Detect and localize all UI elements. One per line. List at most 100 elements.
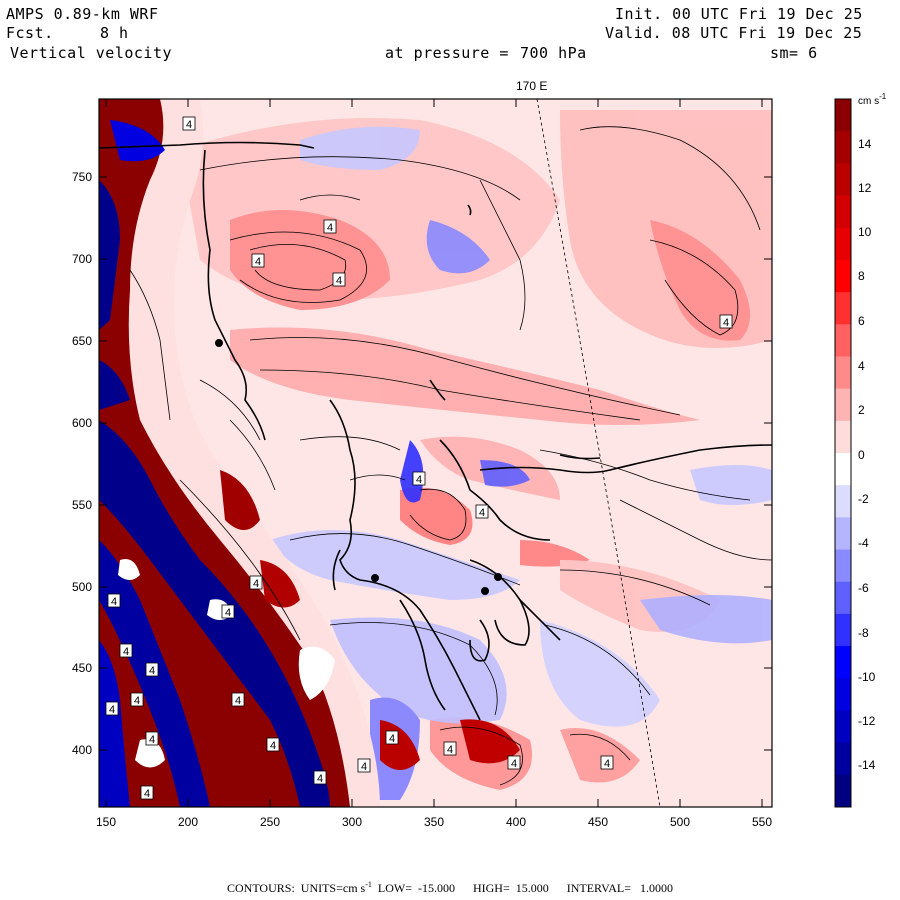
contour-label: 4	[313, 770, 327, 785]
svg-text:4: 4	[253, 578, 259, 590]
svg-text:4: 4	[361, 761, 367, 773]
contours-footer: CONTOURS: UNITS=cm s-1 LOW= -15.000 HIGH…	[226, 880, 673, 895]
colorbar-label: 6	[858, 314, 865, 328]
contour-label: 4	[130, 692, 144, 707]
contour-label: 4	[357, 758, 371, 773]
contour-label: 4	[266, 737, 280, 752]
colorbar-segment	[835, 549, 851, 583]
x-tick-label: 200	[178, 815, 198, 829]
pressure-value: 700 hPa	[520, 44, 587, 62]
svg-text:4: 4	[144, 788, 150, 800]
y-tick-label: 650	[72, 334, 92, 348]
x-tick-label: 450	[588, 815, 608, 829]
colorbar-label: -10	[858, 670, 876, 684]
valid-time: Valid. 08 UTC Fri 19 Dec 25	[605, 24, 863, 42]
svg-text:4: 4	[723, 317, 729, 329]
svg-text:4: 4	[270, 740, 276, 752]
colorbar-segment	[835, 131, 851, 164]
svg-text:4: 4	[109, 704, 115, 716]
y-tick-label: 700	[72, 252, 92, 266]
colorbar-units: cm s-1	[858, 92, 887, 107]
colorbar-segment	[835, 742, 851, 776]
colorbar-label: -6	[858, 581, 869, 595]
colorbar-label: 0	[858, 448, 865, 462]
colorbar-segment	[835, 292, 851, 325]
contour-label: 4	[119, 643, 133, 658]
svg-text:4: 4	[225, 607, 231, 619]
contour-label: 4	[475, 504, 489, 519]
x-axis-labels: 150 200 250 300 350 400 450 500 550	[96, 815, 772, 829]
colorbar-segment	[835, 227, 851, 261]
y-tick-label: 600	[72, 416, 92, 430]
meridian-label: 170 E	[516, 79, 548, 93]
y-tick-label: 500	[72, 580, 92, 594]
svg-text:4: 4	[447, 744, 453, 756]
colorbar-segment	[835, 581, 851, 615]
svg-text:4: 4	[479, 507, 485, 519]
contour-label: 4	[231, 692, 245, 707]
contour-label: 4	[600, 755, 614, 770]
contour-label: 4	[385, 730, 399, 745]
colorbar-segment	[835, 646, 851, 679]
forecast-hour: 8 h	[100, 24, 129, 42]
svg-text:4: 4	[149, 665, 155, 677]
colorbar-segment	[835, 678, 851, 711]
svg-text:4: 4	[511, 758, 517, 770]
svg-text:4: 4	[255, 256, 261, 268]
contour-label: 4	[140, 785, 154, 800]
contour-label: 4	[507, 755, 521, 770]
svg-text:4: 4	[389, 733, 395, 745]
colorbar-segment	[835, 356, 851, 390]
contour-label: 4	[145, 662, 159, 677]
y-tick-label: 400	[72, 743, 92, 757]
colorbar-label: -2	[858, 492, 869, 506]
contour-label: 4	[221, 604, 235, 619]
colorbar-label: 4	[858, 359, 865, 373]
colorbar-labels: cm s-1 14 12 10 8 6 4 2 0 -2 -4 -6 -8 -1…	[858, 92, 887, 772]
svg-text:4: 4	[123, 646, 129, 658]
svg-text:4: 4	[327, 222, 333, 234]
colorbar-segment	[835, 613, 851, 647]
colorbar-segment	[835, 195, 851, 229]
y-tick-label: 450	[72, 661, 92, 675]
colorbar-segment	[835, 420, 851, 454]
colorbar-segment	[835, 453, 851, 486]
model-title: AMPS 0.89-km WRF	[6, 5, 159, 23]
colorbar-segment	[835, 710, 851, 744]
colorbar-label: -8	[858, 626, 869, 640]
colorbar-frame	[834, 98, 852, 808]
y-axis-labels: 750 700 650 600 550 500 450 400	[72, 170, 92, 757]
y-tick-label: 550	[72, 498, 92, 512]
colorbar-label: -14	[858, 758, 876, 772]
colorbar-label: -12	[858, 714, 876, 728]
contour-label: 4	[145, 731, 159, 746]
svg-text:4: 4	[149, 734, 155, 746]
contour-label: 4	[719, 314, 733, 329]
colorbar	[834, 98, 852, 808]
contour-label: 4	[249, 575, 263, 590]
contour-label: 4	[251, 253, 265, 268]
contour-label: 4	[412, 471, 426, 486]
contour-labels: 4 4 4 4 4 4 4 4 4 4 4 4 4 4 4 4 4 4 4 4 …	[105, 116, 733, 800]
contour-label: 4	[323, 219, 337, 234]
contour-label: 4	[443, 741, 457, 756]
colorbar-segment	[835, 774, 851, 808]
smoothing-value: sm= 6	[770, 44, 818, 62]
y-tick-label: 750	[72, 170, 92, 184]
svg-text:4: 4	[235, 695, 241, 707]
x-tick-label: 500	[670, 815, 690, 829]
colorbar-label: 10	[858, 225, 872, 239]
contour-label: 4	[182, 116, 196, 131]
colorbar-segment	[835, 485, 851, 518]
pressure-label: at pressure =	[385, 44, 509, 62]
svg-text:4: 4	[186, 119, 192, 131]
svg-text:4: 4	[111, 596, 117, 608]
colorbar-segment	[835, 388, 851, 422]
contour-label: 4	[107, 593, 121, 608]
colorbar-label: 8	[858, 269, 865, 283]
x-tick-label: 400	[506, 815, 526, 829]
colorbar-label: 2	[858, 403, 865, 417]
map-plot-area	[99, 99, 772, 807]
svg-text:4: 4	[336, 275, 342, 287]
